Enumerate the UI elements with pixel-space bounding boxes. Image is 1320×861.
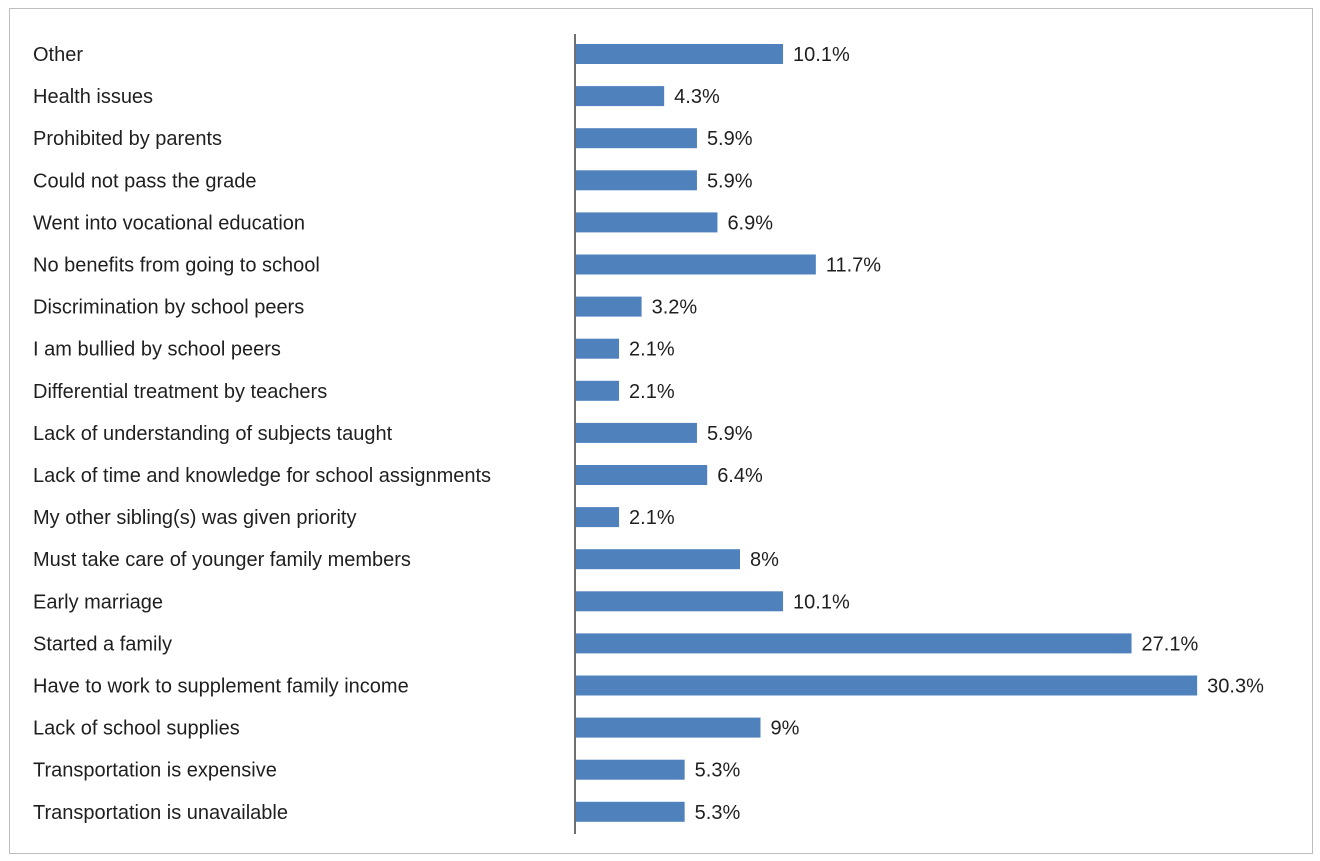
bar [576, 254, 816, 275]
category-label: Other [33, 44, 83, 66]
data-label: 10.1% [793, 591, 850, 613]
data-label: 6.4% [717, 465, 763, 487]
bar [576, 212, 718, 233]
bar [576, 633, 1132, 654]
category-labels: Other Health issues Prohibited by parents C… [33, 44, 491, 824]
data-label: 5.3% [695, 802, 741, 824]
bar [576, 675, 1198, 696]
data-label: 5.9% [707, 128, 753, 150]
category-label: Differential treatment by teachers [33, 381, 327, 403]
data-label: 3.2% [652, 297, 698, 319]
category-label: I am bullied by school peers [33, 339, 281, 361]
category-label: Started a family [33, 633, 172, 655]
category-label: No benefits from going to school [33, 255, 320, 277]
bar [576, 801, 685, 822]
data-label: 6.9% [727, 212, 773, 234]
bar [576, 465, 708, 485]
category-label: Discrimination by school peers [33, 297, 304, 319]
category-label: Must take care of younger family members [33, 549, 411, 571]
bar [576, 86, 665, 107]
category-label: Lack of time and knowledge for school as… [33, 465, 491, 487]
data-label: 11.7% [826, 255, 881, 277]
bar [576, 717, 761, 738]
bar [576, 296, 642, 317]
category-label: Health issues [33, 86, 153, 108]
data-label: 5.9% [707, 423, 753, 445]
data-label: 2.1% [629, 507, 675, 529]
category-label: Lack of school supplies [33, 718, 240, 740]
data-label: 2.1% [629, 381, 675, 403]
data-label: 5.3% [695, 760, 741, 782]
data-label: 5.9% [707, 170, 753, 192]
data-label: 2.1% [629, 339, 675, 361]
value-labels: 10.1% 4.3% 5.9% 5.9% 6.9% 11.7% 3.2% 2.1% 2.1% 5.… [629, 44, 1264, 824]
bar [576, 380, 620, 401]
category-label: Prohibited by parents [33, 128, 222, 150]
category-label: Early marriage [33, 591, 163, 613]
category-label: My other sibling(s) was given priority [33, 507, 356, 529]
bar [576, 549, 740, 570]
bar [576, 759, 685, 780]
category-label: Transportation is expensive [33, 760, 277, 782]
category-label: Have to work to supplement family income [33, 676, 409, 698]
bar [576, 591, 784, 612]
category-label: Went into vocational education [33, 212, 305, 234]
data-label: 27.1% [1142, 633, 1199, 655]
bar [576, 338, 620, 359]
bar [576, 128, 697, 149]
category-label: Could not pass the grade [33, 170, 257, 192]
bar [576, 170, 697, 191]
data-label: 30.3% [1207, 676, 1264, 698]
bar [576, 507, 620, 528]
data-label: 9% [771, 718, 800, 740]
data-label: 4.3% [674, 86, 720, 108]
bars [576, 44, 1198, 822]
bar [576, 44, 784, 64]
bar [576, 422, 697, 443]
data-label: 10.1% [793, 44, 850, 66]
category-label: Transportation is unavailable [33, 802, 288, 824]
category-label: Lack of understanding of subjects taught [33, 423, 393, 445]
data-label: 8% [750, 549, 779, 571]
